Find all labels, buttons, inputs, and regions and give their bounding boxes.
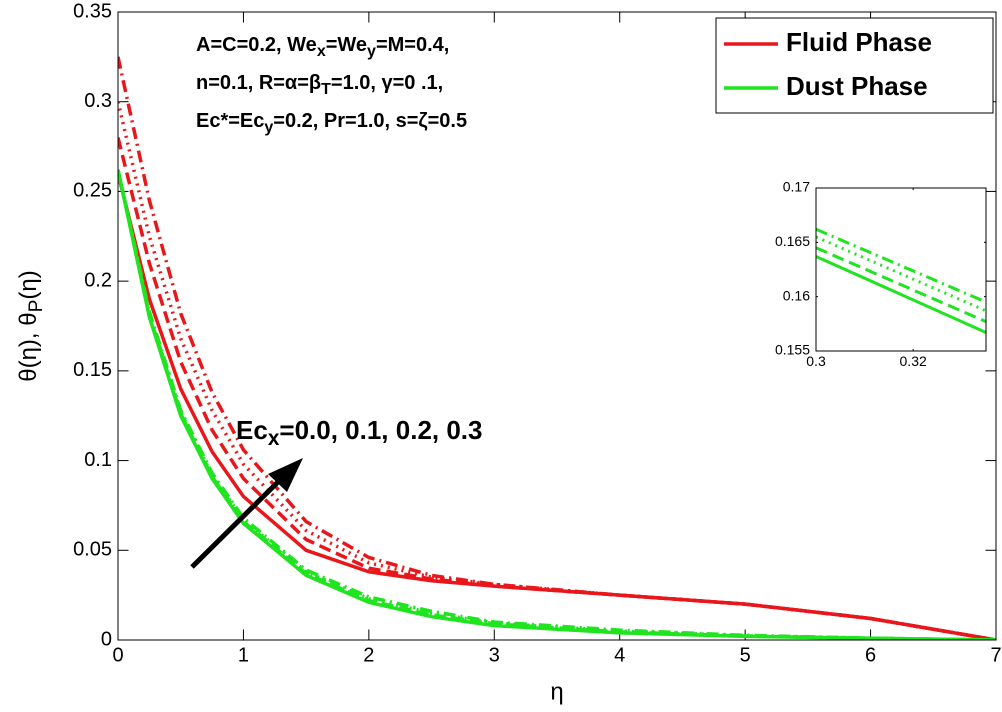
x-tick-label: 4: [614, 644, 625, 666]
x-axis-label: η: [550, 678, 563, 705]
y-tick-label: 0.17: [783, 179, 810, 195]
y-tick-label: 0.1: [84, 449, 112, 471]
y-tick-label: 0.2: [84, 269, 112, 291]
text-segment: A=C=0.2, We: [196, 34, 317, 56]
arrow-label: Ecx=0.0, 0.1, 0.2, 0.3: [236, 415, 483, 450]
legend-label: Dust Phase: [786, 71, 928, 101]
text-segment: (η): [15, 270, 42, 299]
x-tick-label: 1: [238, 644, 249, 666]
text-segment: =0.0, 0.1, 0.2, 0.3: [279, 415, 482, 445]
plot-lines: [816, 227, 986, 334]
y-tick-label: 0: [101, 628, 112, 650]
y-tick-label: 0.15: [73, 359, 112, 381]
series-line: [816, 227, 986, 304]
text-segment: y: [367, 43, 376, 60]
x-tick-label: 0: [112, 644, 123, 666]
y-axis-label: θ(η), θP(η): [15, 270, 46, 382]
legend-label: Fluid Phase: [786, 27, 932, 57]
text-segment: n=0.1, R=α=β: [196, 72, 321, 94]
plot-lines: [118, 56, 996, 640]
text-segment: Ec*=Ec: [196, 110, 264, 132]
x-tick-label: 6: [865, 644, 876, 666]
series-line: [816, 235, 986, 313]
text-segment: θ(η), θ: [15, 312, 42, 381]
y-tick-label: 0.165: [775, 233, 810, 249]
text-segment: =0.2, Pr=1.0, s=ζ=0.5: [273, 110, 467, 132]
series-line: [118, 101, 996, 640]
text-segment: x: [268, 427, 280, 450]
y-tick-label: 0.16: [783, 287, 810, 303]
x-tick-label: 0.32: [900, 353, 927, 369]
y-tick-label: 0.35: [73, 0, 112, 22]
annotation: n=0.1, R=α=βT=1.0, γ=0 .1,: [196, 72, 443, 98]
axes-box: [815, 187, 987, 352]
x-tick-label: 2: [363, 644, 374, 666]
arrow: [190, 476, 284, 569]
series-line: [816, 246, 986, 324]
text-segment: Ec: [236, 415, 268, 445]
series-line: [118, 169, 996, 640]
series-line: [118, 56, 996, 640]
text-segment: x: [317, 43, 326, 60]
series-line: [816, 255, 986, 334]
text-segment: =We: [326, 34, 367, 56]
x-tick-label: 3: [489, 644, 500, 666]
text-segment: =M=0.4,: [376, 34, 449, 56]
x-tick-label: 0.3: [806, 353, 826, 369]
x-tick-label: 7: [990, 644, 1001, 666]
text-segment: P: [26, 300, 47, 313]
arrow-head: [268, 458, 303, 492]
text-segment: y: [264, 119, 273, 136]
y-tick-label: 0.05: [73, 539, 112, 561]
x-tick-label: 5: [740, 644, 751, 666]
annotation: A=C=0.2, Wex=Wey=M=0.4,: [196, 34, 449, 60]
y-tick-label: 0.25: [73, 180, 112, 202]
axes-box: [117, 11, 997, 641]
annotation: Ec*=Ecy=0.2, Pr=1.0, s=ζ=0.5: [196, 110, 467, 136]
text-segment: T: [321, 81, 331, 98]
y-tick-label: 0.155: [775, 342, 810, 358]
y-tick-label: 0.3: [84, 90, 112, 112]
series-line: [118, 169, 996, 640]
text-segment: =1.0, γ=0 .1,: [331, 72, 443, 94]
legend-box: [715, 17, 994, 114]
